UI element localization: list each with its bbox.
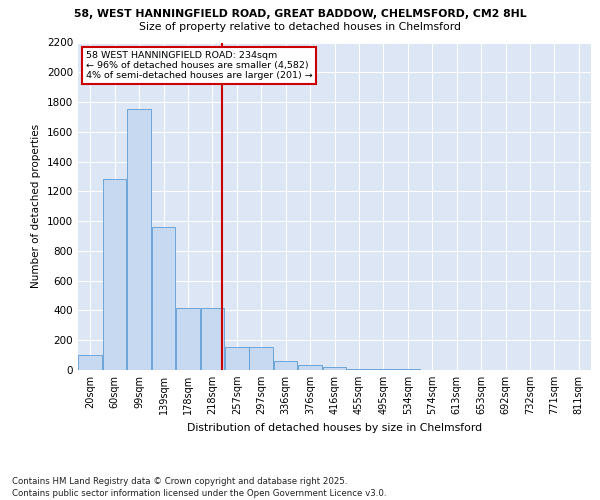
Text: 58 WEST HANNINGFIELD ROAD: 234sqm
← 96% of detached houses are smaller (4,582)
4: 58 WEST HANNINGFIELD ROAD: 234sqm ← 96% … [86, 50, 313, 80]
Bar [371, 369, 395, 370]
Bar [200, 308, 224, 370]
X-axis label: Distribution of detached houses by size in Chelmsford: Distribution of detached houses by size … [187, 422, 482, 432]
Text: Size of property relative to detached houses in Chelmsford: Size of property relative to detached ho… [139, 22, 461, 32]
Bar [103, 180, 127, 370]
Bar [274, 361, 298, 370]
Bar [176, 308, 200, 370]
Y-axis label: Number of detached properties: Number of detached properties [31, 124, 41, 288]
Bar [250, 347, 273, 370]
Bar [225, 347, 248, 370]
Text: Contains public sector information licensed under the Open Government Licence v3: Contains public sector information licen… [12, 489, 386, 498]
Text: 58, WEST HANNINGFIELD ROAD, GREAT BADDOW, CHELMSFORD, CM2 8HL: 58, WEST HANNINGFIELD ROAD, GREAT BADDOW… [74, 9, 526, 19]
Bar [79, 355, 102, 370]
Bar [298, 365, 322, 370]
Bar [347, 368, 371, 370]
Text: Contains HM Land Registry data © Crown copyright and database right 2025.: Contains HM Land Registry data © Crown c… [12, 478, 347, 486]
Bar [127, 110, 151, 370]
Bar [323, 367, 346, 370]
Bar [152, 227, 175, 370]
